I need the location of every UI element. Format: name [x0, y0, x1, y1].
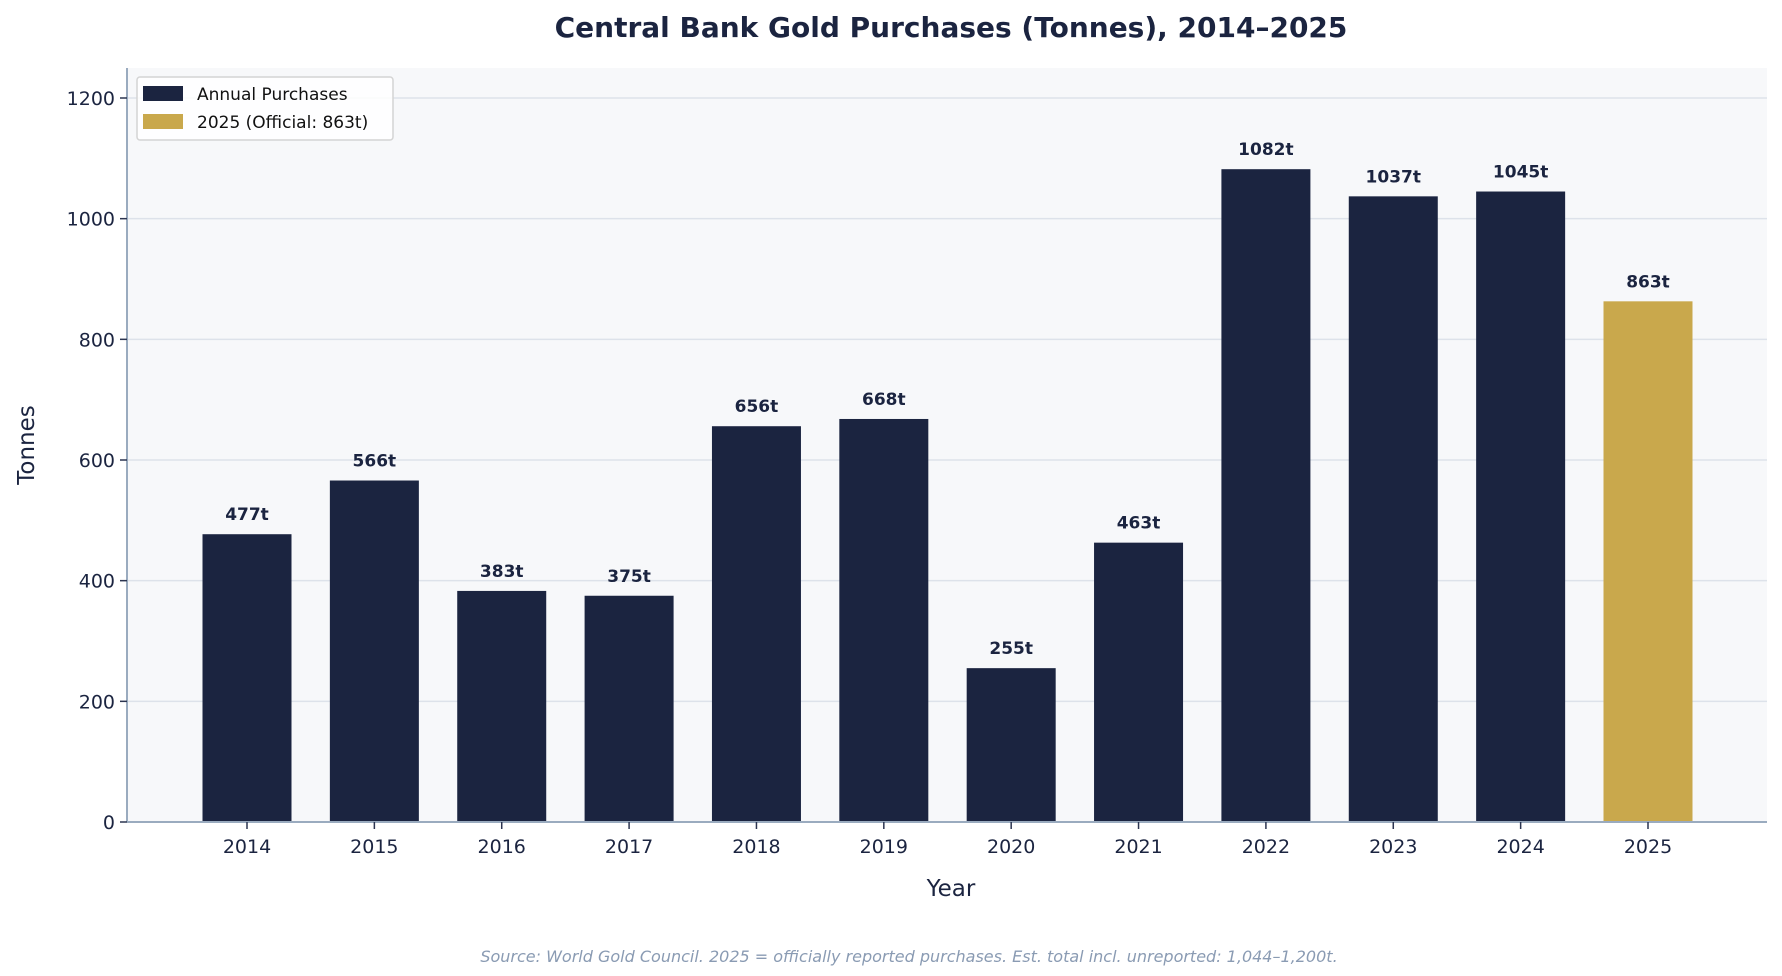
bar-2017 — [584, 595, 674, 822]
source-note: Source: World Gold Council. 2025 = offic… — [480, 947, 1337, 966]
bar-2020 — [966, 668, 1056, 822]
data-label-2025: 863t — [1626, 272, 1670, 292]
data-label-2022: 1082t — [1238, 140, 1293, 160]
y-tick-label-1200: 1200 — [67, 88, 115, 110]
data-label-2024: 1045t — [1493, 163, 1548, 183]
legend-label-2025-official: 2025 (Official: 863t) — [197, 113, 368, 133]
y-tick-label-400: 400 — [79, 571, 115, 593]
y-tick-label-0: 0 — [103, 812, 115, 834]
bar-2018 — [711, 426, 801, 822]
x-tick-label-2025: 2025 — [1624, 836, 1672, 858]
x-axis-label: Year — [926, 876, 976, 902]
bar-2014 — [202, 534, 292, 822]
x-tick-label-2021: 2021 — [1114, 836, 1162, 858]
data-label-2020: 255t — [989, 639, 1033, 659]
y-axis-ticks: 0 200 400 600 800 1000 1200 — [67, 88, 127, 834]
x-tick-label-2014: 2014 — [223, 836, 271, 858]
x-tick-label-2019: 2019 — [860, 836, 908, 858]
bar-2024 — [1476, 191, 1566, 822]
bar-2021 — [1094, 542, 1184, 822]
chart-title: Central Bank Gold Purchases (Tonnes), 20… — [555, 11, 1348, 44]
data-label-2023: 1037t — [1366, 167, 1421, 187]
y-tick-label-1000: 1000 — [67, 209, 115, 231]
legend-label-annual-purchases: Annual Purchases — [197, 85, 348, 105]
x-tick-label-2024: 2024 — [1496, 836, 1544, 858]
legend-swatch-annual-purchases — [143, 86, 183, 101]
data-label-2016: 383t — [480, 562, 524, 582]
y-tick-label-800: 800 — [79, 329, 115, 351]
bar-2015 — [329, 480, 419, 822]
x-tick-label-2016: 2016 — [478, 836, 526, 858]
data-label-2015: 566t — [353, 452, 397, 472]
y-axis-label: Tonnes — [14, 405, 40, 486]
legend: Annual Purchases 2025 (Official: 863t) — [136, 76, 394, 141]
y-tick-label-200: 200 — [79, 691, 115, 713]
bar-2025 — [1603, 301, 1693, 822]
x-tick-label-2018: 2018 — [732, 836, 780, 858]
x-tick-label-2022: 2022 — [1242, 836, 1290, 858]
x-tick-label-2023: 2023 — [1369, 836, 1417, 858]
bar-2016 — [457, 590, 547, 822]
data-label-2021: 463t — [1117, 514, 1161, 534]
legend-swatch-2025-official — [143, 114, 183, 129]
bar-2023 — [1348, 196, 1438, 823]
x-tick-label-2015: 2015 — [350, 836, 398, 858]
x-tick-label-2020: 2020 — [987, 836, 1035, 858]
x-axis-ticks: 2014 2015 2016 2017 2018 2019 2020 2021 2022 2023… — [223, 822, 1672, 858]
data-label-2014: 477t — [225, 505, 269, 525]
bar-2022 — [1221, 169, 1311, 822]
data-label-2019: 668t — [862, 390, 906, 410]
data-label-2018: 656t — [735, 397, 779, 417]
data-label-2017: 375t — [607, 567, 651, 587]
legend-frame — [136, 76, 394, 141]
y-tick-label-600: 600 — [79, 450, 115, 472]
bars — [202, 169, 1693, 823]
bar-2019 — [839, 418, 929, 822]
x-tick-label-2017: 2017 — [605, 836, 653, 858]
data-labels: 477t 566t 383t 375t 656t 668t 255t 463t 1082t 103… — [225, 140, 1670, 659]
